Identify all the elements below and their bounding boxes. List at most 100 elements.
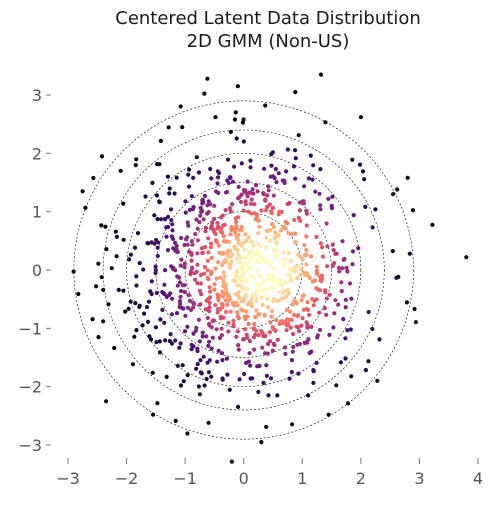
scatter-point xyxy=(288,259,293,264)
x-axis: −3 −2 −1 0 1 2 3 4 xyxy=(56,458,483,488)
scatter-point xyxy=(275,281,280,286)
scatter-point xyxy=(172,191,177,196)
scatter-point xyxy=(269,273,274,278)
scatter-point xyxy=(311,303,316,308)
scatter-point xyxy=(253,332,258,337)
scatter-point xyxy=(269,211,274,216)
scatter-point xyxy=(349,374,354,379)
scatter-point xyxy=(209,176,214,181)
scatter-point xyxy=(96,335,101,340)
scatter-point xyxy=(283,351,288,356)
scatter-point xyxy=(249,197,254,202)
scatter-point xyxy=(338,360,343,365)
scatter-point xyxy=(245,314,250,319)
scatter-point xyxy=(274,277,279,282)
scatter-point xyxy=(157,199,162,205)
scatter-point xyxy=(164,234,169,239)
scatter-point xyxy=(250,187,255,192)
scatter-point xyxy=(205,268,210,273)
scatter-point xyxy=(185,242,190,247)
scatter-point xyxy=(264,424,269,429)
scatter-point xyxy=(288,278,293,283)
scatter-point xyxy=(207,339,212,344)
scatter-point xyxy=(394,275,399,280)
scatter-point xyxy=(168,207,174,212)
scatter-point xyxy=(221,315,226,320)
scatter-point xyxy=(255,213,260,218)
scatter-point xyxy=(269,314,274,319)
scatter-point xyxy=(270,280,275,285)
scatter-point xyxy=(344,265,349,270)
scatter-point xyxy=(310,177,315,182)
scatter-point xyxy=(154,290,159,296)
scatter-point xyxy=(318,241,323,246)
scatter-point xyxy=(182,283,187,288)
scatter-point xyxy=(272,296,277,302)
scatter-point xyxy=(177,345,182,350)
scatter-point xyxy=(232,229,238,234)
scatter-point xyxy=(203,229,208,234)
scatter-point xyxy=(232,164,237,169)
scatter-point xyxy=(308,153,313,158)
scatter-point xyxy=(212,203,217,208)
scatter-point xyxy=(301,201,307,206)
scatter-point xyxy=(293,90,298,95)
scatter-point xyxy=(196,384,201,389)
scatter-point xyxy=(185,235,190,240)
scatter-point xyxy=(242,327,248,332)
scatter-point xyxy=(223,208,228,213)
scatter-point xyxy=(241,337,246,342)
scatter-point xyxy=(336,265,341,270)
scatter-point xyxy=(246,321,251,327)
scatter-point xyxy=(309,254,314,259)
scatter-point xyxy=(227,387,232,392)
scatter-point xyxy=(375,378,380,383)
scatter-point xyxy=(346,401,351,406)
scatter-point xyxy=(223,259,228,264)
scatter-point xyxy=(329,206,335,211)
scatter-point xyxy=(302,252,308,258)
scatter-point xyxy=(222,274,227,279)
scatter-point xyxy=(191,344,196,349)
scatter-point xyxy=(183,210,188,215)
scatter-point xyxy=(170,296,175,301)
scatter-point xyxy=(345,328,350,333)
scatter-point xyxy=(242,371,247,377)
scatter-point xyxy=(243,255,248,260)
scatter-point xyxy=(143,194,148,199)
scatter-point xyxy=(318,203,323,208)
scatter-point xyxy=(265,305,271,310)
scatter-point xyxy=(262,166,267,171)
scatter-point xyxy=(225,157,231,162)
reference-ring xyxy=(155,182,332,358)
scatter-point xyxy=(157,350,162,355)
scatter-point xyxy=(179,257,184,262)
scatter-point xyxy=(248,363,253,368)
scatter-point xyxy=(239,243,244,248)
scatter-point xyxy=(228,175,233,180)
scatter-point xyxy=(307,275,312,280)
scatter-point xyxy=(134,274,139,279)
scatter-point xyxy=(200,250,205,255)
scatter-point xyxy=(202,91,207,96)
scatter-point xyxy=(206,236,211,241)
scatter-point xyxy=(285,221,290,226)
scatter-point xyxy=(307,312,312,318)
scatter-point xyxy=(274,180,279,185)
scatter-point xyxy=(286,291,291,296)
scatter-point xyxy=(214,240,219,245)
scatter-point xyxy=(235,270,240,275)
scatter-point xyxy=(220,262,225,268)
scatter-point xyxy=(166,125,171,130)
scatter-point xyxy=(291,344,296,350)
scatter-point xyxy=(197,288,202,293)
scatter-point xyxy=(155,245,160,250)
scatter-point xyxy=(215,175,221,180)
scatter-point xyxy=(114,234,119,239)
scatter-point xyxy=(187,167,192,172)
scatter-point xyxy=(186,172,191,177)
y-tick-label: 0 xyxy=(32,261,42,280)
scatter-point xyxy=(225,189,230,195)
scatter-point xyxy=(253,183,259,188)
scatter-point xyxy=(140,323,145,328)
